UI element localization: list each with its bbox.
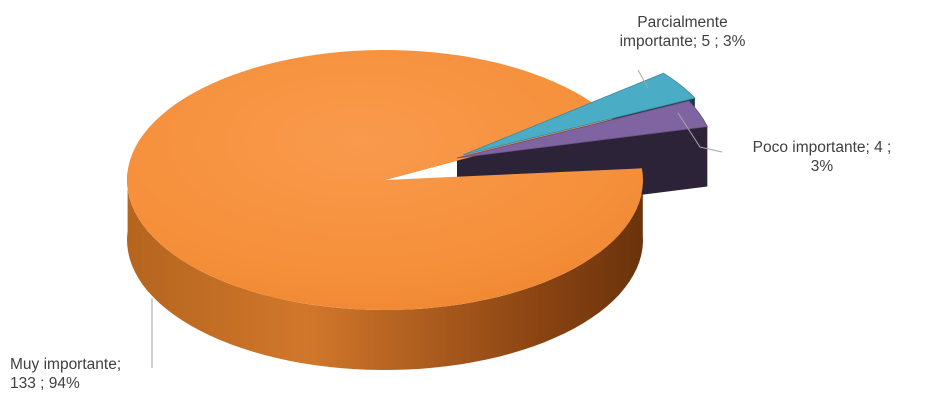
data-label-poco-importante-line1: Poco importante; 4 ;	[752, 139, 892, 156]
data-label-muy-importante-line1: Muy importante;	[10, 356, 122, 373]
data-label-muy-importante-line2: 133 ; 94%	[10, 375, 80, 392]
slice-parcialmente-importante	[462, 72, 696, 156]
leader-line-poco-importante	[677, 112, 723, 153]
data-label-parcialmente-importante-line1: Parcialmente	[637, 14, 728, 31]
data-label-parcialmente-importante-line2: importante; 5 ; 3%	[619, 33, 746, 50]
data-label-muy-importante: Muy importante; 133 ; 94%	[10, 355, 121, 393]
slice-poco-importante	[456, 100, 708, 159]
leader-lines	[151, 69, 723, 368]
data-label-parcialmente-importante: Parcialmente importante; 5 ; 3%	[595, 13, 770, 51]
data-label-poco-importante-line2: 3%	[810, 158, 834, 175]
data-label-poco-importante: Poco importante; 4 ; 3%	[722, 138, 922, 176]
slice-muy-importante	[127, 50, 643, 310]
slice-side-0	[127, 171, 643, 370]
leader-line-parcialmente-importante	[637, 69, 649, 89]
slice-tops	[127, 50, 708, 310]
